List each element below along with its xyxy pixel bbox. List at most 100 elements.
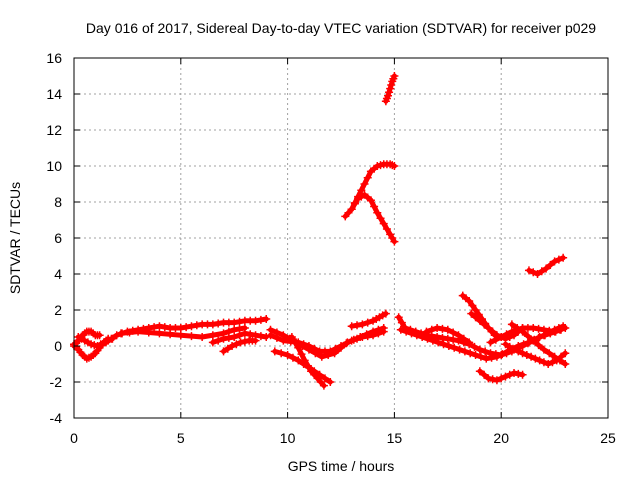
x-tick-label: 15 bbox=[387, 430, 403, 446]
data-point bbox=[529, 324, 538, 332]
data-point bbox=[418, 333, 427, 341]
data-point bbox=[347, 205, 356, 214]
data-point bbox=[423, 334, 432, 343]
data-point bbox=[444, 342, 453, 350]
data-point bbox=[232, 340, 241, 349]
data-point bbox=[407, 329, 416, 338]
x-tick-label: 25 bbox=[600, 430, 616, 446]
data-point bbox=[527, 352, 536, 361]
x-tick-label: 0 bbox=[70, 430, 78, 446]
data-point bbox=[155, 322, 164, 331]
data-point bbox=[107, 334, 116, 343]
series-arc-l bbox=[347, 309, 390, 331]
data-point bbox=[379, 324, 388, 332]
data-point bbox=[449, 335, 458, 344]
data-point bbox=[303, 361, 312, 370]
data-point bbox=[208, 320, 217, 329]
data-point bbox=[548, 358, 557, 367]
data-point bbox=[374, 325, 383, 334]
data-point bbox=[534, 324, 543, 333]
data-point bbox=[422, 327, 431, 336]
data-point bbox=[350, 199, 359, 208]
data-point bbox=[360, 180, 369, 188]
data-point bbox=[291, 338, 300, 347]
data-point bbox=[561, 324, 570, 332]
data-point bbox=[223, 344, 232, 353]
axis-ticks: 0 5 10 15 20 25 -4 -2 0 2 4 6 8 10 12 14 16 bbox=[46, 50, 616, 446]
data-point bbox=[534, 341, 543, 350]
data-point bbox=[524, 266, 533, 275]
y-tick-label: 12 bbox=[46, 122, 62, 138]
data-point bbox=[246, 330, 255, 339]
data-point bbox=[214, 336, 223, 345]
data-point bbox=[471, 313, 480, 322]
data-point bbox=[501, 340, 510, 349]
data-point bbox=[311, 349, 320, 358]
data-point bbox=[484, 374, 493, 383]
chart-title: Day 016 of 2017, Sidereal Day-to-day VTE… bbox=[86, 20, 596, 36]
data-point bbox=[503, 347, 512, 356]
data-point bbox=[523, 332, 532, 341]
data-point bbox=[347, 322, 356, 331]
data-point bbox=[277, 349, 286, 358]
data-point bbox=[533, 270, 542, 278]
data-point bbox=[518, 349, 527, 358]
data-point bbox=[294, 343, 303, 352]
data-point bbox=[266, 325, 275, 334]
y-tick-label: 6 bbox=[54, 230, 62, 246]
data-point bbox=[287, 333, 296, 341]
data-point bbox=[497, 374, 506, 383]
data-point bbox=[362, 330, 371, 339]
data-point bbox=[390, 162, 399, 170]
data-point bbox=[427, 325, 436, 334]
data-point bbox=[387, 81, 396, 89]
y-tick-label: 4 bbox=[54, 266, 62, 282]
data-point bbox=[251, 316, 260, 325]
data-point bbox=[539, 345, 548, 354]
data-point bbox=[230, 333, 239, 341]
data-point bbox=[433, 324, 442, 332]
data-point bbox=[529, 268, 538, 277]
data-point bbox=[542, 264, 551, 273]
series-arc-e bbox=[116, 324, 249, 341]
data-point bbox=[116, 329, 125, 338]
data-point bbox=[386, 84, 395, 93]
data-point bbox=[502, 330, 511, 339]
data-series bbox=[70, 72, 570, 390]
data-point bbox=[482, 354, 491, 363]
data-point bbox=[470, 342, 479, 351]
data-point bbox=[522, 351, 531, 359]
series-arc-m bbox=[341, 160, 399, 221]
data-point bbox=[505, 342, 514, 351]
data-point bbox=[454, 331, 463, 340]
data-point bbox=[230, 318, 239, 327]
data-point bbox=[488, 375, 497, 384]
data-point bbox=[381, 309, 390, 318]
data-point bbox=[475, 367, 484, 376]
data-point bbox=[214, 319, 223, 328]
data-point bbox=[438, 333, 447, 342]
data-point bbox=[330, 349, 339, 358]
data-point bbox=[428, 336, 437, 345]
data-point bbox=[557, 352, 566, 361]
data-point bbox=[363, 318, 372, 327]
data-point bbox=[507, 327, 516, 336]
data-point bbox=[497, 333, 506, 341]
data-point bbox=[465, 297, 474, 305]
data-point bbox=[379, 219, 388, 228]
data-point bbox=[176, 331, 185, 340]
data-point bbox=[187, 322, 196, 331]
x-tick-label: 20 bbox=[493, 430, 509, 446]
data-point bbox=[468, 301, 477, 310]
data-point bbox=[550, 257, 559, 266]
y-tick-label: 16 bbox=[46, 50, 62, 66]
data-point bbox=[475, 345, 484, 354]
data-point bbox=[438, 324, 447, 333]
data-point bbox=[514, 347, 523, 356]
series-arc-o bbox=[381, 72, 399, 106]
data-point bbox=[443, 325, 452, 334]
data-point bbox=[125, 328, 134, 337]
series-arc-j bbox=[270, 347, 335, 386]
data-point bbox=[208, 331, 217, 340]
data-point bbox=[544, 360, 553, 368]
